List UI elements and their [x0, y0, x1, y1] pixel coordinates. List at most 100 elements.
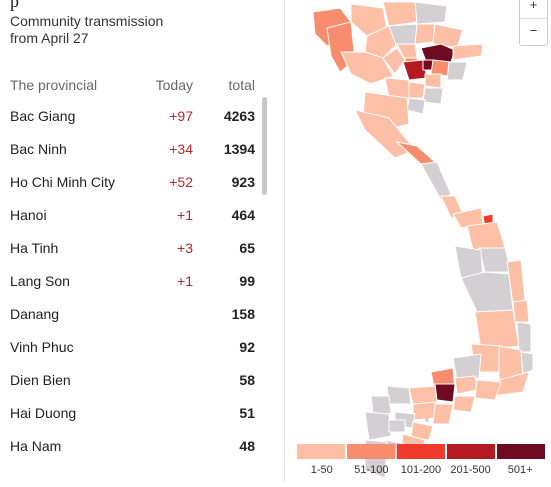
- province-kien-giang[interactable]: [364, 411, 392, 441]
- total-count: 923: [231, 174, 255, 190]
- province-name: Bac Giang: [10, 108, 76, 124]
- province-an-giang[interactable]: [370, 395, 392, 415]
- province-name: Ha Tinh: [10, 240, 59, 256]
- province-name: Hai Duong: [10, 405, 77, 421]
- total-count: 92: [239, 339, 255, 355]
- province-name: Ho Chi Minh City: [10, 174, 116, 190]
- header-today: Today: [155, 77, 193, 93]
- province-phu-yen[interactable]: [512, 299, 530, 323]
- table-row: Vinh Phuc 92: [10, 331, 255, 364]
- province-name: Bac Ninh: [10, 141, 67, 157]
- table-subtitle: Community transmission from April 27: [10, 13, 210, 47]
- legend-swatch: [497, 444, 545, 459]
- legend-swatch: [297, 444, 345, 459]
- province-ha-giang[interactable]: [382, 1, 418, 27]
- total-count: 51: [239, 405, 255, 421]
- title-fragment: p: [10, 0, 19, 11]
- province-gia-lai[interactable]: [460, 271, 514, 313]
- legend-swatch: [347, 444, 395, 459]
- total-count: 58: [239, 372, 255, 388]
- subtitle-line-1: Community transmission: [10, 13, 164, 29]
- province-quang-ngai[interactable]: [478, 247, 512, 273]
- total-count: 48: [239, 438, 255, 454]
- today-count: +97: [169, 108, 193, 124]
- province-can-tho[interactable]: [388, 419, 406, 433]
- zoom-in-button[interactable]: +: [520, 0, 547, 19]
- table-body: Bac Giang +97 4263 Bac Ninh +34 1394 Ho Chi Mi…: [10, 100, 255, 463]
- table-row: Ha Tinh +3 65: [10, 232, 255, 265]
- province-dong-thap[interactable]: [386, 385, 412, 405]
- table-row: Hai Duong 51: [10, 397, 255, 430]
- table-row: Bac Ninh +34 1394: [10, 133, 255, 166]
- today-count: +34: [169, 141, 193, 157]
- legend-swatch: [447, 444, 495, 459]
- total-count: 99: [239, 273, 255, 289]
- table-row: Dien Bien 58: [10, 364, 255, 397]
- province-name: Hanoi: [10, 207, 47, 223]
- province-binh-phuoc[interactable]: [452, 353, 482, 381]
- island-marker: [373, 464, 377, 468]
- header-total: total: [228, 77, 255, 93]
- map-legend: 1-50 51-100 101-200 201-500 501+: [297, 444, 545, 476]
- legend-labels: 1-50 51-100 101-200 201-500 501+: [297, 464, 545, 476]
- legend-swatch: [397, 444, 445, 459]
- province-name: Vinh Phuc: [10, 339, 74, 355]
- province-quang-ninh[interactable]: [452, 43, 484, 61]
- vietnam-choropleth-map[interactable]: [285, 0, 551, 482]
- province-quang-nam[interactable]: [466, 221, 506, 251]
- province-name: Ha Nam: [10, 438, 62, 454]
- province-hai-phong[interactable]: [446, 61, 468, 81]
- province-hcm-city[interactable]: [434, 383, 456, 403]
- province-name: Lang Son: [10, 273, 70, 289]
- province-ninh-binh[interactable]: [406, 97, 426, 115]
- legend-swatches: [297, 444, 545, 459]
- table-row: Danang 158: [10, 298, 255, 331]
- province-ninh-thuan[interactable]: [520, 351, 534, 375]
- zoom-control: + −: [519, 0, 548, 46]
- legend-label: 201-500: [450, 464, 491, 476]
- legend-label: 51-100: [354, 464, 389, 476]
- province-khanh-hoa[interactable]: [516, 321, 532, 353]
- legend-label: 501+: [507, 464, 533, 476]
- total-count: 4263: [223, 108, 255, 124]
- subtitle-line-2: from April 27: [10, 30, 89, 46]
- province-bac-kan[interactable]: [414, 23, 436, 45]
- total-count: 65: [239, 240, 255, 256]
- province-nam-dinh[interactable]: [422, 87, 444, 105]
- province-vung-tau[interactable]: [452, 395, 476, 413]
- province-binh-duong[interactable]: [454, 375, 478, 395]
- province-name: Danang: [10, 306, 60, 322]
- table-row: Hanoi +1 464: [10, 199, 255, 232]
- zoom-out-button[interactable]: −: [529, 23, 538, 38]
- province-tra-vinh[interactable]: [410, 421, 434, 441]
- today-count: +3: [177, 240, 193, 256]
- total-count: 1394: [223, 141, 255, 157]
- table-row: Bac Giang +97 4263: [10, 100, 255, 133]
- table-row: Ha Nam 48: [10, 430, 255, 463]
- province-ha-nam[interactable]: [408, 81, 426, 99]
- province-cao-bang[interactable]: [414, 1, 448, 25]
- legend-label: 1-50: [310, 464, 333, 476]
- province-dong-nai[interactable]: [474, 379, 502, 401]
- total-count: 158: [231, 306, 255, 322]
- province-yen-bai[interactable]: [364, 25, 398, 59]
- province-long-an[interactable]: [408, 385, 438, 405]
- header-province: The provincial: [10, 77, 98, 93]
- province-name: Dien Bien: [10, 372, 71, 388]
- today-count: +1: [177, 207, 193, 223]
- province-quang-binh[interactable]: [420, 161, 452, 201]
- island-marker: [425, 418, 429, 422]
- legend-label: 101-200: [400, 464, 442, 476]
- province-hung-yen[interactable]: [424, 73, 442, 89]
- table-row: Lang Son +1 99: [10, 265, 255, 298]
- table-scrollbar[interactable]: [262, 97, 267, 195]
- today-count: +52: [169, 174, 193, 190]
- case-table-panel: p Community transmission from April 27 T…: [10, 0, 285, 482]
- province-ben-tre[interactable]: [432, 403, 454, 425]
- today-count: +1: [177, 273, 193, 289]
- table-header: The provincial Today total: [10, 77, 255, 95]
- province-dak-lak[interactable]: [474, 309, 520, 351]
- map-area[interactable]: [285, 0, 551, 482]
- province-son-la[interactable]: [340, 51, 394, 85]
- table-row: Ho Chi Minh City +52 923: [10, 166, 255, 199]
